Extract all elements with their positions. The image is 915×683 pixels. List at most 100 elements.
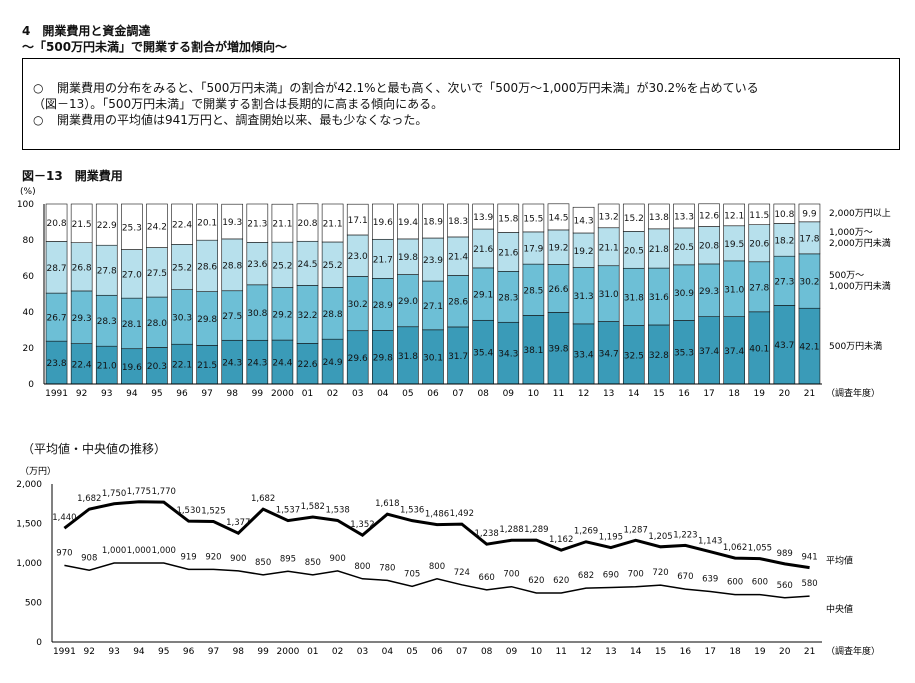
bar-value-label: 28.1 bbox=[122, 320, 142, 330]
bar-value-label: 24.2 bbox=[147, 222, 167, 232]
median-value-label: 705 bbox=[404, 569, 420, 579]
bar-value-label: 29.2 bbox=[272, 310, 292, 320]
median-value-label: 850 bbox=[255, 558, 271, 568]
bar-x-tick-label: 03 bbox=[352, 389, 363, 399]
median-value-label: 970 bbox=[56, 548, 72, 558]
bar-value-label: 26.6 bbox=[548, 285, 568, 295]
bar-value-label: 25.3 bbox=[122, 223, 142, 233]
bar-segment bbox=[597, 203, 620, 229]
bar-x-tick-label: 19 bbox=[754, 389, 766, 399]
line-y-tick-label: 1,000 bbox=[16, 559, 42, 569]
line-x-tick-label: 95 bbox=[158, 647, 169, 657]
average-value-label: 1,195 bbox=[599, 533, 623, 543]
bar-segment bbox=[372, 203, 394, 240]
bar-value-label: 29.8 bbox=[197, 315, 217, 325]
bar-value-label: 28.6 bbox=[448, 298, 468, 308]
bar-segment bbox=[196, 203, 218, 241]
bar-value-label: 30.1 bbox=[423, 353, 443, 363]
bar-segment bbox=[121, 203, 143, 250]
bar-value-label: 13.9 bbox=[473, 213, 493, 223]
bar-value-label: 18.3 bbox=[448, 217, 468, 227]
bar-x-tick-label: 02 bbox=[327, 389, 338, 399]
bar-value-label: 28.6 bbox=[197, 262, 217, 272]
bar-value-label: 21.4 bbox=[448, 253, 468, 263]
line-series-label: 中央値 bbox=[826, 603, 853, 615]
bar-x-tick-label: 14 bbox=[628, 389, 640, 399]
bar-x-tick-label: 18 bbox=[728, 389, 740, 399]
bar-x-tick-label: 94 bbox=[126, 389, 138, 399]
median-value-label: 800 bbox=[429, 562, 445, 572]
line-x-tick-label: 08 bbox=[481, 647, 493, 657]
bar-value-label: 34.7 bbox=[599, 349, 619, 359]
line-x-tick-label: 96 bbox=[183, 647, 195, 657]
median-value-label: 908 bbox=[81, 553, 97, 563]
bar-value-label: 23.0 bbox=[348, 252, 368, 262]
average-value-label: 1,352 bbox=[350, 520, 374, 530]
line-x-tick-label: 14 bbox=[630, 647, 642, 657]
bar-value-label: 38.1 bbox=[523, 346, 543, 356]
bar-value-label: 25.2 bbox=[272, 261, 292, 271]
bar-value-label: 12.6 bbox=[699, 212, 719, 222]
bar-segment bbox=[95, 203, 118, 246]
line-x-tick-label: 98 bbox=[233, 647, 245, 657]
average-value-label: 1,530 bbox=[176, 506, 200, 516]
line-y-unit-label: （万円） bbox=[20, 466, 56, 477]
bar-value-label: 29.0 bbox=[398, 297, 418, 307]
line-x-tick-label: 07 bbox=[456, 647, 467, 657]
bar-value-label: 28.8 bbox=[323, 310, 343, 320]
bar-value-label: 20.5 bbox=[674, 243, 694, 253]
average-value-label: 1,682 bbox=[251, 494, 275, 504]
median-value-label: 720 bbox=[652, 568, 668, 578]
bar-value-label: 37.4 bbox=[699, 347, 719, 357]
bar-value-label: 32.8 bbox=[649, 351, 669, 361]
bar-value-label: 32.5 bbox=[624, 351, 644, 361]
bar-segment bbox=[748, 203, 771, 226]
bar-x-tick-label: 95 bbox=[151, 389, 162, 399]
average-value-label: 1,486 bbox=[425, 510, 449, 520]
bar-value-label: 43.7 bbox=[774, 341, 794, 351]
bar-value-label: 31.8 bbox=[398, 352, 418, 362]
bar-y-tick-label: 60 bbox=[23, 272, 35, 282]
bar-value-label: 27.0 bbox=[122, 270, 142, 280]
bar-x-tick-label: 96 bbox=[176, 389, 188, 399]
bar-value-label: 34.3 bbox=[498, 350, 518, 360]
bar-value-label: 15.5 bbox=[523, 214, 543, 224]
line-series-label: 平均値 bbox=[826, 555, 853, 567]
bar-segment bbox=[221, 203, 244, 240]
figure-title: 図－13 開業費用 bbox=[22, 169, 123, 183]
median-value-label: 780 bbox=[379, 563, 395, 573]
bar-segment bbox=[171, 203, 193, 245]
bar-legend-label: 500万～ bbox=[829, 271, 864, 281]
bar-legend-label: 1,000万～ bbox=[829, 228, 873, 238]
summary-line-1: 開業費用の分布をみると、「500万円未満」の割合が42.1%と最も高く、次いで「… bbox=[57, 81, 759, 95]
bar-segment bbox=[472, 203, 494, 230]
line-x-tick-label: 13 bbox=[605, 647, 616, 657]
median-value-label: 700 bbox=[628, 570, 644, 580]
bar-value-label: 19.5 bbox=[724, 240, 744, 250]
median-value-label: 1,000 bbox=[102, 546, 126, 556]
line-x-tick-label: 99 bbox=[257, 647, 269, 657]
bar-value-label: 14.3 bbox=[574, 217, 594, 227]
line-x-tick-label: 17 bbox=[704, 647, 715, 657]
average-value-label: 1,288 bbox=[499, 525, 523, 535]
median-value-label: 850 bbox=[305, 558, 321, 568]
summary-box: ○ 開業費用の分布をみると、「500万円未満」の割合が42.1%と最も高く、次い… bbox=[22, 58, 900, 150]
bar-x-tick-label: 16 bbox=[678, 389, 690, 399]
line-x-tick-label: 2000 bbox=[277, 647, 300, 657]
median-value-label: 600 bbox=[752, 578, 768, 588]
bar-value-label: 26.8 bbox=[72, 263, 92, 273]
bar-value-label: 21.5 bbox=[72, 220, 92, 230]
bar-value-label: 37.4 bbox=[724, 347, 744, 357]
median-value-label: 1,000 bbox=[152, 546, 176, 556]
bar-value-label: 22.6 bbox=[297, 360, 317, 370]
line-x-tick-label: 09 bbox=[506, 647, 518, 657]
average-value-label: 989 bbox=[777, 549, 793, 559]
bar-value-label: 17.1 bbox=[348, 216, 368, 226]
bar-value-label: 23.6 bbox=[247, 260, 267, 270]
bar-value-label: 32.2 bbox=[297, 311, 317, 321]
bar-value-label: 24.3 bbox=[222, 359, 242, 369]
bar-value-label: 18.2 bbox=[774, 236, 794, 246]
line-x-tick-label: 93 bbox=[108, 647, 119, 657]
bar-value-label: 22.4 bbox=[72, 360, 92, 370]
summary-line-3: 開業費用の平均値は941万円と、調査開始以来、最も少なくなった。 bbox=[57, 113, 428, 127]
